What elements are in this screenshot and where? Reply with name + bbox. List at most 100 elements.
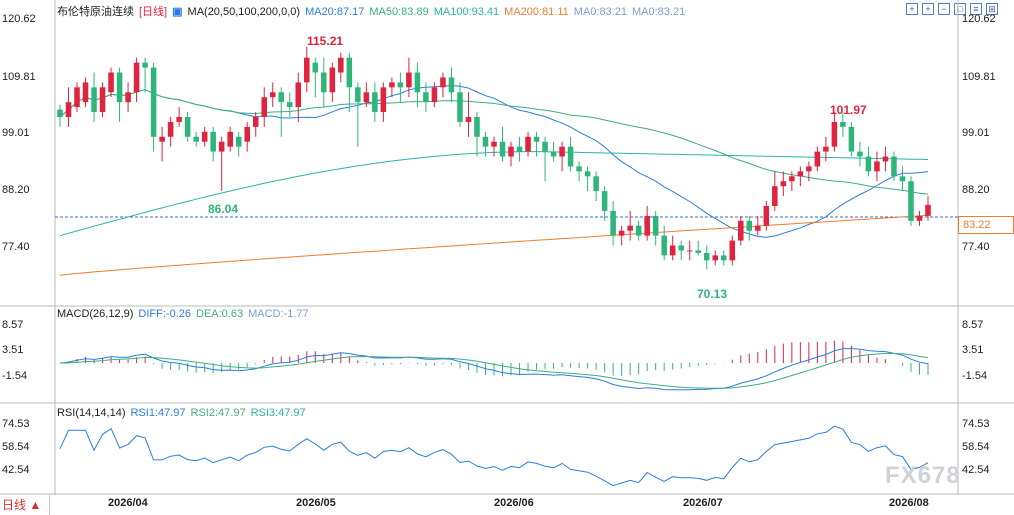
ma-label: MA(20,50,100,200,0,0) (187, 6, 301, 18)
macd-value: MACD:-1.77 (248, 308, 309, 320)
watermark-logo: FX678 (885, 462, 961, 489)
candle-body (465, 116, 472, 122)
rsi-y-tick-right: 58.54 (962, 441, 990, 453)
candle-body (848, 126, 855, 152)
zoom-out-icon[interactable]: − (938, 3, 950, 15)
candle-body (865, 156, 872, 172)
candle-body (397, 82, 404, 88)
ma-toggle-icon[interactable]: ▣ (172, 6, 183, 18)
candle-body (644, 215, 650, 236)
candle-body (91, 87, 97, 113)
x-tick: 2026/08 (889, 497, 929, 509)
candle-body (542, 141, 548, 152)
annotation-high: 115.21 (307, 34, 343, 48)
annotation-low-a: 86.04 (208, 202, 238, 216)
macd-y-tick-left: -1.54 (2, 370, 28, 382)
y-tick-left: 77.40 (2, 241, 30, 253)
candle-body (474, 116, 480, 137)
zoom-in-icon[interactable]: + (922, 3, 934, 15)
candle-body (448, 77, 455, 93)
macd-diff-line (59, 348, 929, 391)
candle-body (576, 166, 582, 172)
settings-icon[interactable]: ≡ (970, 3, 982, 15)
ma100-label: MA100:93.41 (433, 6, 500, 18)
candle-body (746, 220, 753, 231)
candle-body (678, 245, 684, 251)
candle-body (184, 116, 191, 137)
macd-y-tick-left: 3.51 (2, 344, 24, 356)
candle-body (125, 92, 131, 103)
rsi-y-tick-right: 42.54 (962, 464, 990, 476)
ma0-label-a: MA0:83.21 (573, 6, 627, 18)
candle-body (806, 166, 812, 172)
candle-body (584, 171, 591, 177)
ma200-line (59, 214, 929, 276)
candle-body (227, 131, 233, 147)
candle-body (176, 116, 182, 122)
candle-body (304, 57, 310, 83)
candle-body (159, 136, 165, 142)
candle-body (780, 181, 787, 187)
candle-body (916, 215, 923, 221)
candle-body (244, 126, 250, 142)
candle-body (686, 250, 693, 252)
period-label: [日线] (139, 6, 168, 18)
crosshair-icon[interactable]: + (906, 3, 918, 15)
candle-body (363, 92, 370, 103)
y-tick-right: 88.20 (962, 184, 990, 196)
candle-body (457, 92, 463, 122)
macd-dea: DEA:0.63 (196, 308, 244, 320)
y-tick-left: 120.62 (2, 13, 36, 25)
candle-body (610, 210, 616, 236)
candle-body (261, 97, 268, 117)
current-price-tag: 83.22 (958, 216, 1014, 234)
candle-body (627, 225, 633, 231)
candle-body (312, 62, 319, 73)
candle-body (406, 72, 412, 88)
candle-body (525, 136, 531, 152)
candle-body (150, 67, 157, 137)
candle-body (278, 92, 285, 103)
x-tick: 2026/05 (296, 497, 336, 509)
rsi-legend: RSI(14,14,14) RSI1:47.97 RSI2:47.97 RSI3:47… (57, 407, 311, 419)
candle-body (882, 156, 889, 162)
candle-body (593, 176, 599, 192)
rsi-y-tick-left: 42.54 (2, 464, 30, 476)
candle-body (389, 82, 395, 88)
y-tick-right: 99.01 (962, 127, 990, 139)
candle-body (116, 72, 123, 103)
candle-body (57, 109, 63, 117)
candle-body (167, 121, 174, 137)
candle-body (899, 176, 906, 182)
candle-body (789, 176, 795, 182)
candle-body (355, 87, 361, 103)
candle-body (201, 131, 208, 142)
rsi1-label: RSI1:47.97 (130, 407, 186, 419)
expand-icon[interactable]: □ (954, 3, 966, 15)
candle-body (712, 255, 719, 261)
rsi-y-tick-left: 74.53 (2, 418, 30, 430)
y-tick-left: 109.81 (2, 71, 36, 83)
x-tick: 2026/06 (494, 497, 534, 509)
candle-body (82, 82, 89, 103)
candle-body (414, 72, 421, 93)
candle-body (814, 151, 821, 167)
candle-body (431, 87, 438, 103)
candle-body (516, 146, 523, 152)
candle-body (108, 72, 114, 93)
candle-body (286, 102, 293, 108)
candle-body (74, 87, 80, 108)
candle-body (440, 77, 446, 88)
macd-title: MACD(26,12,9) (57, 308, 134, 320)
candle-body (99, 87, 106, 113)
candle-body (908, 181, 914, 221)
candle-body (831, 121, 838, 147)
annotation-mid-high: 101.97 (830, 103, 867, 117)
grid-icon[interactable]: ⊞ (986, 3, 998, 15)
candle-body (550, 151, 557, 157)
period-selector-button[interactable]: 日线 ▲ (0, 495, 50, 515)
macd-y-tick-right: 8.57 (962, 319, 984, 331)
ma20-line (59, 85, 929, 238)
candle-body (857, 151, 863, 157)
